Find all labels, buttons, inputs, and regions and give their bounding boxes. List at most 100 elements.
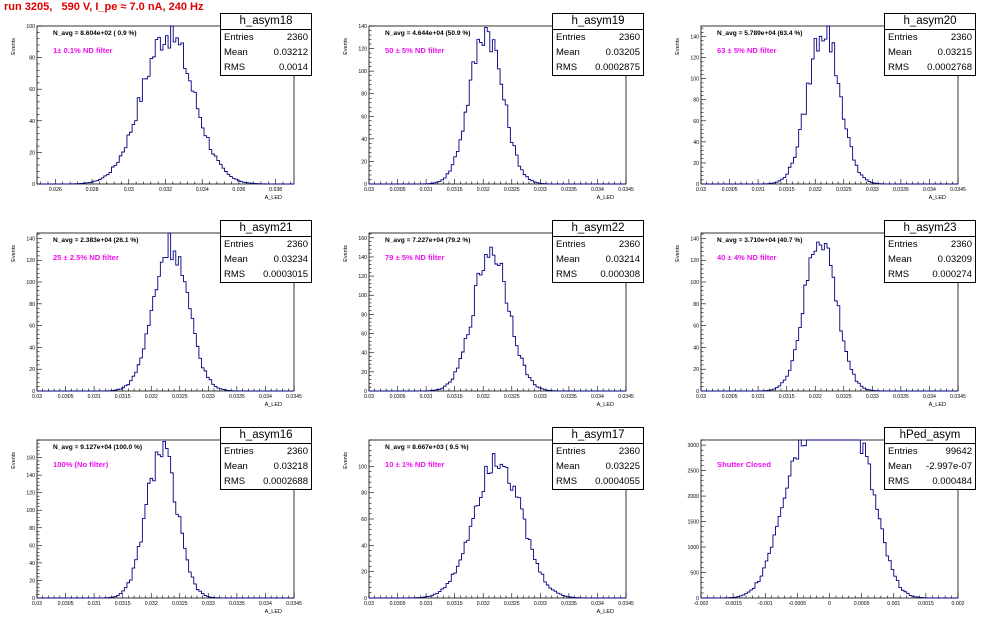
stats-key: Entries — [888, 239, 918, 250]
x-tick-label: 0.0305 — [722, 394, 738, 400]
x-tick-label: 0.0325 — [504, 394, 520, 400]
page-title: run 3205, 590 V, I_pe ≈ 7.0 nA, 240 Hz — [4, 1, 204, 13]
y-tick-label: 80 — [361, 491, 367, 497]
y-tick-label: 60 — [693, 119, 699, 125]
y-tick-label: 80 — [361, 312, 367, 318]
stats-value: 0.03218 — [273, 461, 308, 472]
x-tick-label: 0.031 — [420, 187, 433, 193]
y-axis-label: Events — [675, 38, 681, 55]
x-tick-label: 0.038 — [269, 187, 282, 193]
stats-value: 0.03214 — [605, 254, 640, 265]
filter-label: 1± 0.1% ND filter — [53, 46, 112, 55]
x-tick-label: 0.0325 — [836, 187, 852, 193]
navg-label: N_avg = 5.789e+04 (63.4 %) — [717, 30, 802, 37]
stats-value: 0.0004055 — [595, 476, 640, 487]
y-tick-label: 20 — [693, 161, 699, 167]
stats-key: Mean — [888, 461, 912, 472]
y-tick-label: 80 — [29, 56, 35, 62]
x-tick-label: 0.033 — [202, 601, 215, 607]
x-tick-label: 0.032 — [145, 601, 158, 607]
histogram-line — [37, 441, 294, 599]
x-tick-label: 0.0335 — [561, 394, 577, 400]
navg-label: N_avg = 9.127e+04 (100.0 %) — [53, 444, 142, 451]
navg-label: N_avg = 7.227e+04 (79.2 %) — [385, 237, 470, 244]
stats-key: RMS — [556, 269, 578, 280]
stats-value: 0.0014 — [278, 62, 308, 73]
navg-label: N_avg = 4.644e+04 (50.9 %) — [385, 30, 470, 37]
y-tick-label: 0 — [364, 596, 367, 602]
navg-label: N_avg = 8.667e+03 ( 9.5 %) — [385, 444, 469, 451]
x-axis-label: A_LED — [265, 609, 282, 615]
y-tick-label: 1500 — [687, 520, 699, 526]
x-tick-label: -0.0005 — [789, 601, 807, 607]
x-tick-label: 0.034 — [923, 187, 936, 193]
stats-row-mean: Mean -2.997e-07 — [885, 459, 975, 474]
y-tick-label: 40 — [693, 345, 699, 351]
y-tick-label: 120 — [358, 47, 367, 53]
stats-box: hPed_asym Entries 99642 Mean -2.997e-07 RMS 0.… — [884, 427, 976, 490]
histogram-svg: 0.03 0.0305 0.031 0.0315 0.032 0.0325 0.033 0.0… — [675, 25, 966, 201]
stats-row-mean: Mean 0.03212 — [221, 45, 311, 60]
y-tick-label: 80 — [29, 302, 35, 308]
x-tick-label: 0.033 — [534, 601, 547, 607]
x-tick-label: 0.034 — [591, 394, 604, 400]
histogram-panel-h_asym18: 0.026 0.028 0.03 0.032 0.034 0.036 0.038 0 20 40 6… — [0, 0, 332, 207]
stats-value: 0.03205 — [605, 47, 640, 58]
y-axis-label: Events — [11, 452, 17, 469]
histogram-name: h_asym18 — [221, 14, 311, 30]
histogram-line — [701, 25, 958, 185]
x-tick-label: 0.03 — [696, 187, 706, 193]
stats-row-entries: Entries 2360 — [553, 444, 643, 459]
histogram-svg: 0.026 0.028 0.03 0.032 0.034 0.036 0.038 0 20 40 6… — [11, 24, 295, 201]
histogram-name: h_asym19 — [553, 14, 643, 30]
y-tick-label: 1000 — [687, 545, 699, 551]
stats-value: 0.0002875 — [595, 62, 640, 73]
y-tick-label: 0 — [696, 389, 699, 395]
stats-key: Entries — [224, 32, 254, 43]
x-tick-label: 0.0345 — [286, 394, 302, 400]
y-tick-label: 80 — [29, 526, 35, 532]
x-tick-label: 0.0315 — [779, 394, 795, 400]
x-tick-label: 0.036 — [232, 187, 245, 193]
stats-row-mean: Mean 0.03209 — [885, 252, 975, 267]
x-tick-label: 0.03 — [696, 394, 706, 400]
stats-box: h_asym16 Entries 2360 Mean 0.03218 RMS 0.00026… — [220, 427, 312, 490]
stats-row-rms: RMS 0.0014 — [221, 60, 311, 75]
x-tick-label: 0.032 — [477, 187, 490, 193]
stats-value: 0.0003015 — [263, 269, 308, 280]
y-tick-label: 120 — [690, 258, 699, 264]
x-tick-label: 0.03 — [32, 394, 42, 400]
filter-label: Shutter Closed — [717, 460, 771, 469]
histogram-name: h_asym16 — [221, 428, 311, 444]
stats-value: 0.0002688 — [263, 476, 308, 487]
y-tick-label: 100 — [690, 77, 699, 83]
y-tick-label: 100 — [358, 293, 367, 299]
x-tick-label: 0.0345 — [618, 601, 634, 607]
x-tick-label: 0.0305 — [390, 187, 406, 193]
y-tick-label: 140 — [690, 236, 699, 242]
stats-row-rms: RMS 0.0003015 — [221, 267, 311, 282]
x-tick-label: 0.0325 — [504, 601, 520, 607]
x-tick-label: 0.0315 — [447, 601, 463, 607]
x-tick-label: 0.031 — [420, 601, 433, 607]
stats-value: 0.03212 — [273, 47, 308, 58]
x-axis-label: A_LED — [597, 195, 614, 201]
histogram-name: h_asym22 — [553, 221, 643, 237]
x-tick-label: 0.031 — [88, 394, 101, 400]
x-tick-label: -0.0015 — [724, 601, 742, 607]
x-tick-label: 0.031 — [752, 394, 765, 400]
histogram-line — [369, 453, 626, 599]
x-tick-label: 0.0305 — [390, 394, 406, 400]
filter-label: 50 ± 5% ND filter — [385, 46, 444, 55]
stats-key: Entries — [888, 32, 918, 43]
stats-value: 2360 — [950, 32, 972, 43]
x-tick-label: 0.03 — [364, 187, 374, 193]
x-tick-label: 0.0345 — [618, 394, 634, 400]
filter-label: 79 ± 5% ND filter — [385, 253, 444, 262]
y-axis-label: Events — [343, 38, 349, 55]
x-tick-label: 0.0305 — [58, 394, 74, 400]
y-tick-label: 140 — [26, 473, 35, 479]
stats-value: 2360 — [286, 239, 308, 250]
histogram-line — [369, 26, 626, 185]
stats-row-rms: RMS 0.000308 — [553, 267, 643, 282]
